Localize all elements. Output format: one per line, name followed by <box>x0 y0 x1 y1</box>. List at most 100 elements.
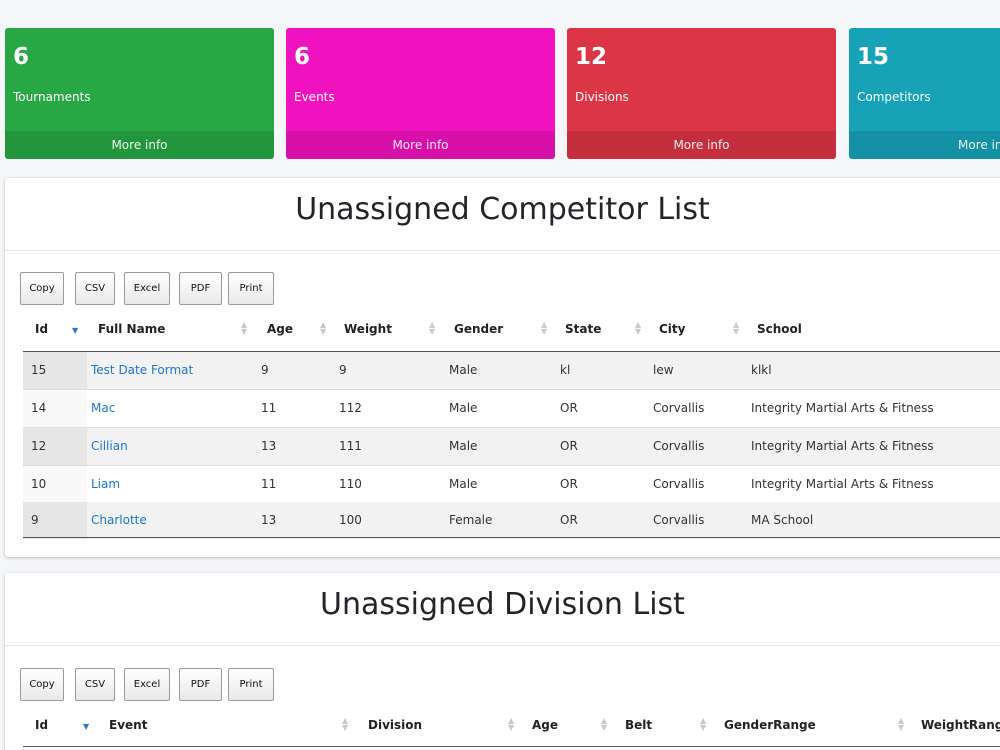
pdf-button[interactable]: PDF <box>179 668 222 701</box>
column-header-state[interactable]: State <box>565 322 602 336</box>
sort-ascending-icon[interactable]: ▼ <box>72 326 79 335</box>
table-row: 14 Mac 11 112 Male OR Corvallis Integrit… <box>23 390 1000 427</box>
cell-gender: Male <box>449 439 478 453</box>
sort-ascending-icon[interactable]: ▼ <box>83 722 90 731</box>
column-header-age[interactable]: Age <box>532 718 559 732</box>
competitor-name-link[interactable]: Liam <box>91 477 121 491</box>
cell-school: Integrity Martial Arts & Fitness <box>751 401 934 415</box>
cell-gender: Female <box>449 513 493 527</box>
card-header-divider <box>5 645 1000 646</box>
stat-box-tournaments: 6 Tournaments More info <box>5 28 274 159</box>
row-divider <box>23 427 1000 428</box>
cell-id: 12 <box>31 439 47 453</box>
column-header-id[interactable]: Id <box>35 322 49 336</box>
cell-state: OR <box>560 477 578 491</box>
cell-weight: 110 <box>339 477 362 491</box>
cell-city: Corvallis <box>653 401 705 415</box>
cell-school: MA School <box>751 513 814 527</box>
column-header-age[interactable]: Age <box>267 322 294 336</box>
csv-button[interactable]: CSV <box>75 668 115 701</box>
sort-both-icon[interactable]: ▲ ▼ <box>601 716 608 732</box>
cell-weight: 111 <box>339 439 362 453</box>
cell-age: 11 <box>261 477 277 491</box>
sort-both-icon[interactable]: ▲ ▼ <box>733 320 740 336</box>
cell-city: Corvallis <box>653 477 705 491</box>
row-divider <box>23 465 1000 466</box>
copy-button[interactable]: Copy <box>20 668 64 701</box>
card-title: Unassigned Competitor List <box>295 192 710 227</box>
cell-school: Integrity Martial Arts & Fitness <box>751 477 934 491</box>
cell-id: 9 <box>31 513 39 527</box>
column-header-weight[interactable]: Weight <box>344 322 392 336</box>
competitor-name-link[interactable]: Cillian <box>91 439 128 453</box>
cell-gender: Male <box>449 401 478 415</box>
cell-age: 9 <box>261 363 269 377</box>
cell-weight: 100 <box>339 513 362 527</box>
sort-both-icon[interactable]: ▲ ▼ <box>241 320 248 336</box>
stat-label: Tournaments <box>13 90 91 104</box>
more-info-link[interactable]: More info <box>5 131 274 159</box>
cell-school: klkl <box>751 363 772 377</box>
cell-age: 13 <box>261 439 277 453</box>
stat-label: Competitors <box>857 90 931 104</box>
cell-weight: 112 <box>339 401 362 415</box>
competitor-name-link[interactable]: Mac <box>91 401 116 415</box>
pdf-button[interactable]: PDF <box>179 272 222 305</box>
sort-both-icon[interactable]: ▲ ▼ <box>508 716 515 732</box>
stat-box-competitors: 15 Competitors More info <box>849 28 1000 159</box>
cell-gender: Male <box>449 363 478 377</box>
cell-id: 15 <box>31 363 47 377</box>
id-cell-shade <box>23 352 87 389</box>
copy-button[interactable]: Copy <box>20 272 64 305</box>
column-header-event[interactable]: Event <box>109 718 148 732</box>
division-card: Unassigned Division List Copy CSV Excel … <box>5 573 1000 750</box>
competitor-name-link[interactable]: Charlotte <box>91 513 147 527</box>
card-header-divider <box>5 250 1000 251</box>
column-header-gender[interactable]: Gender <box>454 322 504 336</box>
print-button[interactable]: Print <box>228 272 274 305</box>
sort-both-icon[interactable]: ▲ ▼ <box>541 320 548 336</box>
card-title: Unassigned Division List <box>320 587 685 622</box>
stat-box-events: 6 Events More info <box>286 28 555 159</box>
cell-state: OR <box>560 513 578 527</box>
table-row: 9 Charlotte 13 100 Female OR Corvallis M… <box>23 502 1000 539</box>
sort-both-icon[interactable]: ▲ ▼ <box>700 716 707 732</box>
sort-both-icon[interactable]: ▲ ▼ <box>342 716 349 732</box>
cell-id: 10 <box>31 477 47 491</box>
sort-both-icon[interactable]: ▲ ▼ <box>320 320 327 336</box>
column-header-full-name[interactable]: Full Name <box>98 322 166 336</box>
table-header-divider <box>23 351 1000 352</box>
more-info-link[interactable]: More info <box>849 131 1000 159</box>
csv-button[interactable]: CSV <box>75 272 115 305</box>
sort-both-icon[interactable]: ▲ ▼ <box>429 320 436 336</box>
column-header-school[interactable]: School <box>757 322 802 336</box>
column-header-city[interactable]: City <box>659 322 686 336</box>
table-row: 10 Liam 11 110 Male OR Corvallis Integri… <box>23 466 1000 503</box>
cell-id: 14 <box>31 401 47 415</box>
stat-box-divisions: 12 Divisions More info <box>567 28 836 159</box>
cell-state: kl <box>560 363 571 377</box>
more-info-link[interactable]: More info <box>286 131 555 159</box>
cell-city: Corvallis <box>653 439 705 453</box>
table-row: 15 Test Date Format 9 9 Male kl lew klkl <box>23 352 1000 389</box>
column-header-weight-range[interactable]: WeightRange <box>921 718 1000 732</box>
sort-both-icon[interactable]: ▲ ▼ <box>635 320 642 336</box>
column-header-belt[interactable]: Belt <box>625 718 653 732</box>
cell-city: Corvallis <box>653 513 705 527</box>
cell-state: OR <box>560 439 578 453</box>
more-info-link[interactable]: More info <box>567 131 836 159</box>
cell-state: OR <box>560 401 578 415</box>
excel-button[interactable]: Excel <box>124 272 170 305</box>
column-header-id[interactable]: Id <box>35 718 49 732</box>
cell-age: 13 <box>261 513 277 527</box>
column-header-division[interactable]: Division <box>368 718 423 732</box>
id-cell-shade <box>23 428 87 465</box>
column-header-gender-range[interactable]: GenderRange <box>724 718 816 732</box>
sort-both-icon[interactable]: ▲ ▼ <box>898 716 905 732</box>
print-button[interactable]: Print <box>228 668 274 701</box>
cell-city: lew <box>653 363 674 377</box>
id-cell-shade <box>23 502 87 539</box>
competitor-name-link[interactable]: Test Date Format <box>91 363 194 377</box>
excel-button[interactable]: Excel <box>124 668 170 701</box>
cell-weight: 9 <box>339 363 347 377</box>
